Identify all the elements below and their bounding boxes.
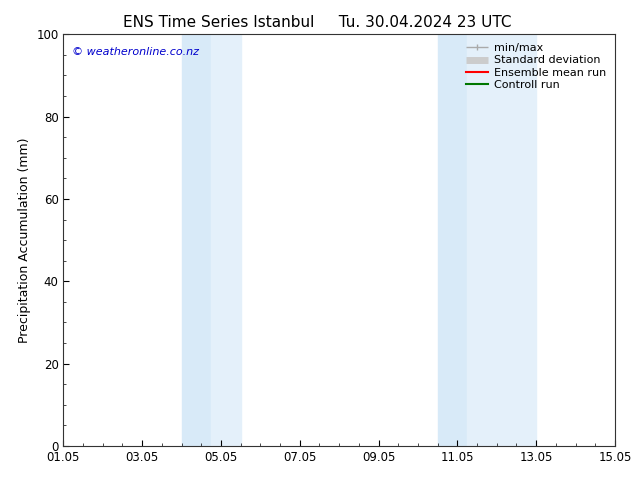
Bar — [467, 34, 536, 446]
Text: ENS Time Series Istanbul     Tu. 30.04.2024 23 UTC: ENS Time Series Istanbul Tu. 30.04.2024 … — [123, 15, 511, 30]
Legend: min/max, Standard deviation, Ensemble mean run, Controll run: min/max, Standard deviation, Ensemble me… — [463, 40, 609, 93]
Bar — [211, 34, 241, 446]
Bar — [437, 34, 467, 446]
Text: © weatheronline.co.nz: © weatheronline.co.nz — [72, 47, 198, 57]
Bar — [181, 34, 211, 446]
Y-axis label: Precipitation Accumulation (mm): Precipitation Accumulation (mm) — [18, 137, 30, 343]
